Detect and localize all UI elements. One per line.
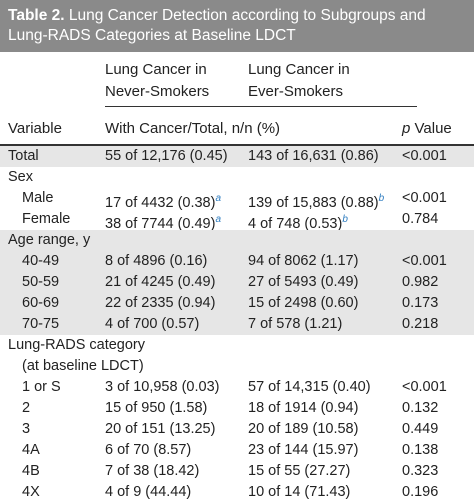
- column-header: With Cancer/Total, n/n (%): [105, 120, 281, 137]
- table-cell: 22 of 2335 (0.94): [105, 295, 216, 311]
- row-label: 4A: [22, 442, 40, 458]
- header-rule: [0, 144, 474, 146]
- table-row: 4X 4 of 9 (44.44) 10 of 14 (71.43) 0.196: [0, 482, 474, 503]
- table-row: 50-59 21 of 4245 (0.49) 27 of 5493 (0.49) 0…: [0, 272, 474, 293]
- row-label: Total: [8, 148, 39, 164]
- row-label: 50-59: [22, 274, 60, 290]
- cell-text: 139 of 15,883 (0.88): [248, 194, 379, 211]
- column-header: Variable: [8, 120, 62, 137]
- table-cell: <0.001: [402, 253, 447, 269]
- row-label: 2: [22, 400, 31, 416]
- row-label: 40-49: [22, 253, 60, 269]
- table-row: 40-49 8 of 4896 (0.16) 94 of 8062 (1.17) <0…: [0, 251, 474, 272]
- table-cell: 20 of 151 (13.25): [105, 421, 216, 437]
- group-header: Lung Cancer in: [248, 61, 350, 78]
- cell-text: 4 of 748 (0.53): [248, 215, 343, 232]
- table-row: 4B 7 of 38 (18.42) 15 of 55 (27.27) 0.323: [0, 461, 474, 482]
- table-cell: 10 of 14 (71.43): [248, 484, 351, 500]
- group-header: Ever-Smokers: [248, 83, 344, 100]
- table-cell: 15 of 2498 (0.60): [248, 295, 359, 311]
- row-label: 1 or S: [22, 379, 61, 395]
- table-row: Male 17 of 4432 (0.38)a 139 of 15,883 (0.8…: [0, 188, 474, 211]
- title-label: Table 2.: [8, 7, 65, 24]
- table-cell: 4 of 700 (0.57): [105, 316, 200, 332]
- table-cell: 20 of 189 (10.58): [248, 421, 359, 437]
- footnote-mark: a: [215, 193, 222, 204]
- p-italic: p: [402, 120, 411, 137]
- row-label: 4B: [22, 463, 40, 479]
- table-cell: <0.001: [402, 148, 447, 164]
- table-cell: 55 of 12,176 (0.45): [105, 148, 228, 164]
- section-heading: (at baseline LDCT): [22, 358, 144, 374]
- table-cell: 0.449: [402, 421, 439, 437]
- table-cell: 0.218: [402, 316, 439, 332]
- row-label: 4X: [22, 484, 40, 500]
- table-cell: <0.001: [402, 379, 447, 395]
- table-row: (at baseline LDCT): [0, 356, 474, 377]
- table-cell: 7 of 38 (18.42): [105, 463, 200, 479]
- table-cell: 0.132: [402, 400, 439, 416]
- table-row: 2 15 of 950 (1.58) 18 of 1914 (0.94) 0.132: [0, 398, 474, 419]
- title-line: Table 2. Lung Cancer Detection according…: [8, 6, 466, 26]
- section-heading: Age range, y: [8, 232, 91, 248]
- row-label: 3: [22, 421, 31, 437]
- table-row: Lung-RADS category: [0, 335, 474, 356]
- table-cell: 143 of 16,631 (0.86): [248, 148, 379, 164]
- table-cell: 0.982: [402, 274, 439, 290]
- table-cell: 8 of 4896 (0.16): [105, 253, 208, 269]
- table-cell: 23 of 144 (15.97): [248, 442, 359, 458]
- table-cell: 94 of 8062 (1.17): [248, 253, 359, 269]
- table-title: Table 2. Lung Cancer Detection according…: [0, 0, 474, 52]
- table-row: 60-69 22 of 2335 (0.94) 15 of 2498 (0.60) 0…: [0, 293, 474, 314]
- footnote-mark: b: [378, 193, 385, 204]
- p-text: Value: [414, 120, 452, 137]
- table-cell: 15 of 950 (1.58): [105, 400, 208, 416]
- table-cell: 0.173: [402, 295, 439, 311]
- table-cell: <0.001: [402, 190, 447, 206]
- section-heading: Lung-RADS category: [8, 337, 146, 353]
- table-row: 1 or S 3 of 10,958 (0.03) 57 of 14,315 (0.…: [0, 377, 474, 398]
- table-cell: 0.138: [402, 442, 439, 458]
- cell-text: 38 of 7744 (0.49): [105, 215, 216, 232]
- table-row: 4A 6 of 70 (8.57) 23 of 144 (15.97) 0.138: [0, 440, 474, 461]
- title-line: Lung-RADS Categories at Baseline LDCT: [8, 27, 296, 44]
- row-label: 60-69: [22, 295, 60, 311]
- footnote-mark: a: [215, 214, 222, 225]
- group-rule: [105, 106, 417, 107]
- table-cell: 3 of 10,958 (0.03): [105, 379, 220, 395]
- table-row: Female 38 of 7744 (0.49)a 4 of 748 (0.53)b…: [0, 209, 474, 232]
- table-cell: 0.323: [402, 463, 439, 479]
- row-label: Female: [22, 211, 71, 227]
- column-header: p Value: [402, 118, 452, 139]
- footnote-mark: b: [342, 214, 348, 225]
- row-label: Male: [22, 190, 54, 206]
- group-header: Never-Smokers: [105, 83, 210, 100]
- table-row: Age range, y: [0, 230, 474, 251]
- table-row: Sex: [0, 167, 474, 188]
- section-heading: Sex: [8, 169, 33, 185]
- table-row: 3 20 of 151 (13.25) 20 of 189 (10.58) 0.449: [0, 419, 474, 440]
- table-cell: 4 of 748 (0.53)b: [248, 209, 348, 235]
- title-text: Lung Cancer Detection according to Subgr…: [68, 7, 426, 24]
- table-row: 70-75 4 of 700 (0.57) 7 of 578 (1.21) 0.218: [0, 314, 474, 335]
- table-cell: 6 of 70 (8.57): [105, 442, 192, 458]
- table-cell: 0.784: [402, 211, 439, 227]
- table-cell: 4 of 9 (44.44): [105, 484, 192, 500]
- cell-text: 17 of 4432 (0.38): [105, 194, 216, 211]
- table-cell: 38 of 7744 (0.49)a: [105, 209, 221, 235]
- table-cell: 17 of 4432 (0.38)a: [105, 188, 221, 214]
- row-label: 70-75: [22, 316, 60, 332]
- group-header: Lung Cancer in: [105, 61, 207, 78]
- table-cell: 27 of 5493 (0.49): [248, 274, 359, 290]
- table-cell: 15 of 55 (27.27): [248, 463, 351, 479]
- table-cell: 0.196: [402, 484, 439, 500]
- table-cell: 21 of 4245 (0.49): [105, 274, 216, 290]
- table-cell: 18 of 1914 (0.94): [248, 400, 359, 416]
- table-cell: 139 of 15,883 (0.88)b: [248, 188, 384, 214]
- table-row: Total 55 of 12,176 (0.45) 143 of 16,631 (0…: [0, 146, 474, 167]
- table-cell: 7 of 578 (1.21): [248, 316, 343, 332]
- table-cell: 57 of 14,315 (0.40): [248, 379, 371, 395]
